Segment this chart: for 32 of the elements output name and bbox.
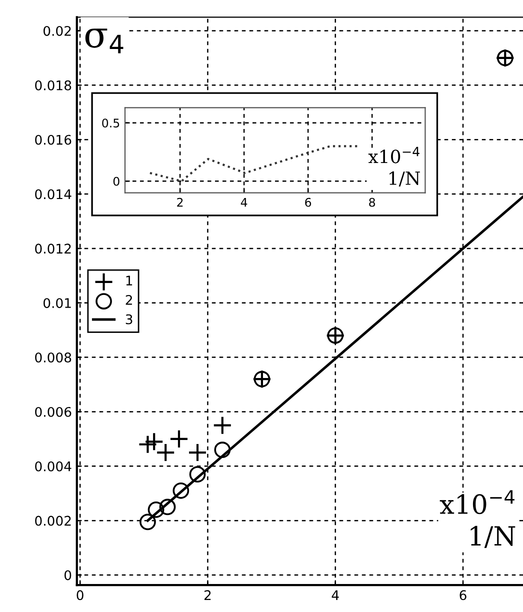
text: x10$^{−4}$ 1/N (440, 490, 516, 548)
legend-label: 3 (126, 314, 132, 324)
y-tick-label: 0.004 (35, 461, 72, 472)
legend-label: 2 (126, 294, 132, 305)
y-tick-label: 0.008 (35, 352, 72, 362)
y-tick-label: 0.014 (35, 189, 72, 200)
y-tick-label: 0.012 (35, 244, 71, 254)
y-axis-title: σ$_{4}$ (85, 28, 124, 54)
y-tick-label: 0.018 (35, 80, 72, 90)
point (144, 432, 164, 452)
text: x10$^{−4}$ 1/N (368, 146, 420, 186)
point (212, 416, 232, 435)
point (156, 442, 176, 462)
y-tick-label: 0.006 (35, 406, 72, 417)
legend-label: 1 (126, 276, 132, 286)
point (169, 429, 189, 448)
x-tick-label: 6 (460, 590, 466, 600)
point (188, 442, 208, 462)
x-tick-label: 4 (240, 198, 248, 207)
y-tick-label: 0 (64, 570, 72, 580)
x-tick-label: 6 (305, 198, 312, 207)
y-tick-label: 0.016 (35, 134, 72, 145)
x-tick-label: 0 (76, 590, 84, 600)
x-tick-label: 2 (177, 198, 183, 207)
x-tick-label: 8 (369, 198, 376, 207)
y-tick-label: 0.02 (44, 26, 71, 36)
y-tick-label: 0.5 (102, 118, 120, 128)
x-tick-label: 4 (332, 590, 339, 600)
y-tick-label: 0.002 (35, 516, 71, 526)
y-tick-label: 0.01 (44, 298, 71, 308)
point (138, 434, 158, 454)
x-tick-label: 2 (204, 590, 211, 600)
